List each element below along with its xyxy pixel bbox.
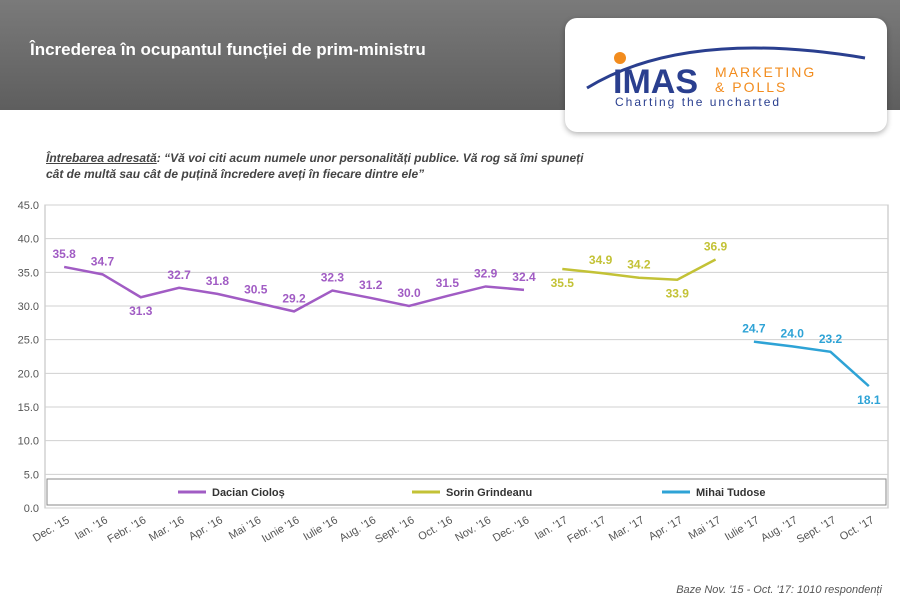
x-tick-label: Mar. '16 bbox=[147, 514, 187, 544]
y-tick-label: 45.0 bbox=[18, 200, 39, 212]
x-tick-label: Oct. '16 bbox=[416, 514, 455, 543]
y-tick-label: 20.0 bbox=[18, 368, 39, 380]
x-tick-label: Sept. '17 bbox=[795, 514, 838, 546]
x-tick-label: Ian. '17 bbox=[533, 514, 570, 542]
data-label: 31.8 bbox=[206, 274, 230, 288]
data-label: 31.3 bbox=[129, 304, 153, 318]
data-label: 23.2 bbox=[819, 332, 843, 346]
x-tick-label: Ian. '16 bbox=[73, 514, 110, 542]
x-tick-label: Febr. '16 bbox=[106, 514, 149, 546]
data-label: 34.9 bbox=[589, 253, 613, 267]
data-label: 29.2 bbox=[282, 291, 306, 305]
x-tick-label: Apr. '16 bbox=[187, 514, 225, 543]
footer-note: Baze Nov. '15 - Oct. '17: 1010 responden… bbox=[676, 584, 882, 596]
data-label: 34.2 bbox=[627, 258, 651, 272]
series-line bbox=[63, 265, 525, 313]
legend-label: Sorin Grindeanu bbox=[446, 487, 532, 499]
x-tick-label: Nov. '16 bbox=[453, 514, 493, 544]
plot-border bbox=[44, 204, 889, 509]
x-tick-label: Dec. '15 bbox=[31, 514, 72, 544]
legend-label: Mihai Tudose bbox=[696, 487, 765, 499]
page-title: Încrederea în ocupantul funcției de prim… bbox=[30, 40, 426, 59]
logo-brand: IMAS bbox=[613, 63, 698, 101]
logo-swoosh bbox=[586, 46, 866, 90]
data-label: 18.1 bbox=[857, 393, 881, 407]
series-line bbox=[753, 340, 870, 388]
x-tick-label: Sept. '16 bbox=[373, 514, 416, 546]
y-tick-label: 0.0 bbox=[24, 503, 39, 515]
logo-tagline: Charting the uncharted bbox=[615, 95, 781, 109]
x-tick-label: Mai '16 bbox=[227, 514, 263, 542]
data-label: 35.8 bbox=[52, 247, 76, 261]
logo-graphic: IMAS MARKETING & POLLS Charting the unch… bbox=[586, 46, 866, 109]
data-label: 24.7 bbox=[742, 322, 766, 336]
x-tick-label: Iulie '17 bbox=[723, 514, 762, 543]
x-tick-label: Mai '17 bbox=[687, 514, 723, 542]
question-text: : “Vă voi citi acum numele unor personal… bbox=[46, 151, 584, 181]
data-label: 30.5 bbox=[244, 283, 268, 297]
data-label: 33.9 bbox=[666, 287, 690, 301]
data-label: 31.5 bbox=[436, 276, 460, 290]
logo-dot bbox=[614, 52, 626, 64]
logo: IMAS MARKETING & POLLS Charting the unch… bbox=[565, 18, 887, 132]
logo-line2: & POLLS bbox=[715, 79, 787, 95]
x-tick-label: Iunie '16 bbox=[260, 514, 302, 545]
x-tick-label: Aug. '17 bbox=[759, 514, 800, 544]
x-tick-label: Apr. '17 bbox=[647, 514, 685, 543]
legend-box bbox=[46, 478, 887, 506]
legend-label: Dacian Cioloș bbox=[212, 487, 285, 499]
data-label: 32.7 bbox=[167, 268, 191, 282]
data-label: 32.3 bbox=[321, 271, 345, 285]
data-label: 36.9 bbox=[704, 240, 728, 254]
x-tick-label: Iulie '16 bbox=[301, 514, 340, 543]
question: Întrebarea adresată: “Vă voi citi acum n… bbox=[46, 150, 586, 182]
question-label: Întrebarea adresată bbox=[46, 151, 157, 165]
data-label: 32.9 bbox=[474, 266, 498, 280]
y-tick-label: 25.0 bbox=[18, 335, 39, 347]
data-label: 31.2 bbox=[359, 278, 383, 292]
x-tick-label: Dec. '16 bbox=[491, 514, 532, 544]
x-tick-label: Oct. '17 bbox=[838, 514, 877, 543]
y-tick-label: 5.0 bbox=[24, 469, 39, 481]
y-tick-label: 30.0 bbox=[18, 301, 39, 313]
y-tick-label: 10.0 bbox=[18, 436, 39, 448]
data-label: 34.7 bbox=[91, 254, 115, 268]
x-tick-label: Febr. '17 bbox=[565, 514, 608, 546]
logo-line1: MARKETING bbox=[715, 64, 816, 80]
data-label: 24.0 bbox=[781, 326, 805, 340]
data-label: 35.5 bbox=[551, 276, 575, 290]
y-tick-label: 15.0 bbox=[18, 402, 39, 414]
data-label: 32.4 bbox=[512, 270, 536, 284]
x-tick-label: Aug. '16 bbox=[338, 514, 379, 544]
y-tick-label: 35.0 bbox=[18, 267, 39, 279]
x-tick-label: Mar. '17 bbox=[607, 514, 647, 544]
series-line bbox=[562, 258, 717, 282]
data-label: 30.0 bbox=[397, 286, 421, 300]
y-tick-label: 40.0 bbox=[18, 234, 39, 246]
